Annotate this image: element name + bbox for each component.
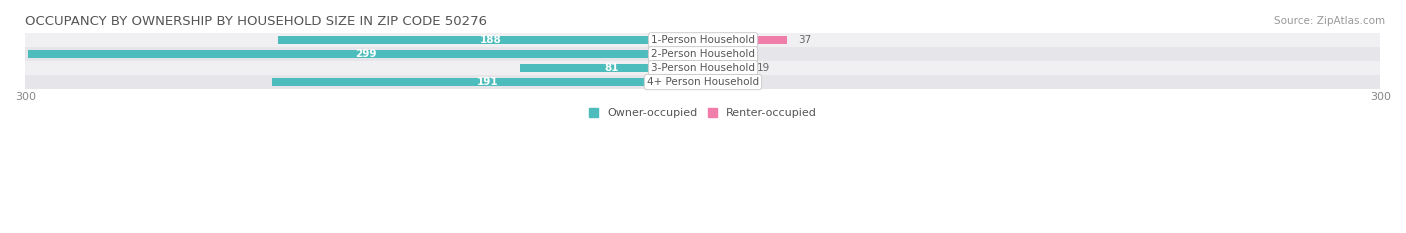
Bar bbox=[278, 36, 703, 44]
Text: 191: 191 bbox=[477, 77, 498, 87]
Bar bbox=[271, 78, 703, 86]
Text: 1-Person Household: 1-Person Household bbox=[651, 35, 755, 45]
Bar bbox=[28, 50, 703, 58]
Bar bbox=[703, 50, 717, 58]
Bar bbox=[25, 61, 1381, 75]
Text: 19: 19 bbox=[758, 63, 770, 73]
Bar bbox=[25, 75, 1381, 89]
Text: OCCUPANCY BY OWNERSHIP BY HOUSEHOLD SIZE IN ZIP CODE 50276: OCCUPANCY BY OWNERSHIP BY HOUSEHOLD SIZE… bbox=[25, 15, 488, 28]
Text: 6: 6 bbox=[728, 49, 734, 59]
Bar bbox=[703, 64, 747, 72]
Text: 4+ Person Household: 4+ Person Household bbox=[647, 77, 759, 87]
Text: 81: 81 bbox=[605, 63, 619, 73]
Bar bbox=[25, 47, 1381, 61]
Text: 2-Person Household: 2-Person Household bbox=[651, 49, 755, 59]
Text: 37: 37 bbox=[797, 35, 811, 45]
Text: 3-Person Household: 3-Person Household bbox=[651, 63, 755, 73]
Bar bbox=[703, 36, 786, 44]
Text: 0: 0 bbox=[714, 77, 721, 87]
Text: 188: 188 bbox=[479, 35, 502, 45]
Text: 299: 299 bbox=[354, 49, 377, 59]
Text: Source: ZipAtlas.com: Source: ZipAtlas.com bbox=[1274, 16, 1385, 26]
Legend: Owner-occupied, Renter-occupied: Owner-occupied, Renter-occupied bbox=[589, 108, 817, 118]
Bar bbox=[520, 64, 703, 72]
Bar bbox=[25, 33, 1381, 47]
